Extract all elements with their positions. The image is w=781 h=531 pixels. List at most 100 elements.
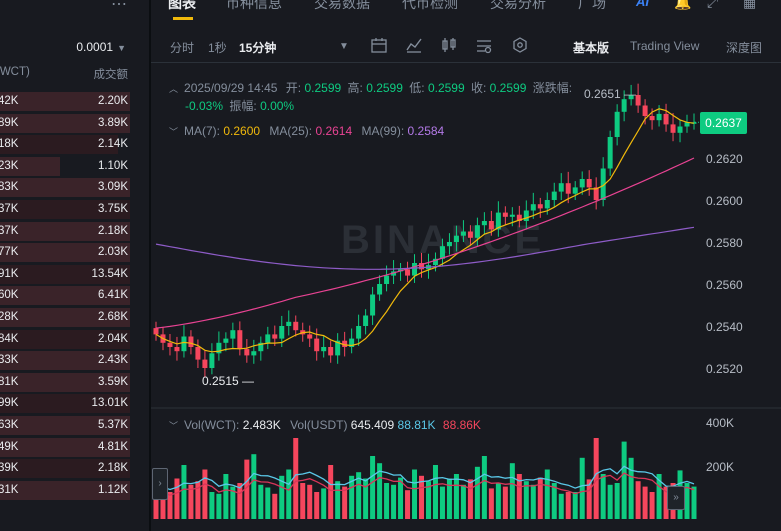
volume-bar bbox=[614, 483, 620, 519]
candle-body bbox=[265, 334, 271, 343]
volume-bar bbox=[377, 463, 383, 519]
bell-icon[interactable]: 🔔 bbox=[674, 0, 692, 10]
candle-body bbox=[181, 336, 187, 352]
candle-body bbox=[467, 231, 473, 238]
scroll-latest-icon[interactable]: » bbox=[667, 486, 685, 510]
volume-bar bbox=[467, 479, 473, 519]
expand-icon[interactable]: ⤢ bbox=[707, 0, 719, 10]
volume-bar bbox=[398, 477, 404, 519]
view-tradingview[interactable]: Trading View bbox=[630, 39, 700, 53]
tab-trading-data[interactable]: 交易数据 bbox=[314, 0, 370, 11]
candle-body bbox=[349, 338, 355, 347]
hexagon-settings-icon[interactable] bbox=[511, 36, 529, 54]
order-book-row[interactable]: 83K 3.09K bbox=[0, 177, 140, 199]
settings-sliders-icon[interactable] bbox=[475, 36, 493, 54]
volume-bar bbox=[405, 490, 411, 519]
grid-icon[interactable]: ▦ bbox=[743, 0, 757, 10]
tab-trade-analysis[interactable]: 交易分析 bbox=[490, 0, 546, 11]
volume-bar bbox=[621, 441, 627, 519]
calendar-icon[interactable] bbox=[370, 36, 388, 54]
order-book-row[interactable]: 63K 5.37K bbox=[0, 415, 140, 437]
view-basic[interactable]: 基本版 bbox=[573, 41, 610, 55]
candlestick-chart[interactable]: BINANCE bbox=[151, 63, 781, 531]
order-book-row[interactable]: 99K 13.01K bbox=[0, 393, 140, 415]
tab-token-check[interactable]: 代币检测 bbox=[402, 0, 458, 11]
volume-bar bbox=[293, 438, 299, 519]
order-book-row[interactable]: 84K 2.04K bbox=[0, 329, 140, 351]
tab-coin-info[interactable]: 币种信息 bbox=[226, 0, 282, 11]
order-book-row[interactable]: 91K 13.54K bbox=[0, 264, 140, 286]
amount-column-header: (WCT) bbox=[0, 66, 30, 78]
depth-bar bbox=[0, 286, 130, 306]
candle-body bbox=[453, 235, 459, 242]
candlestick-type-icon[interactable] bbox=[440, 36, 458, 54]
volume-bar bbox=[272, 493, 278, 519]
volume-bar bbox=[216, 493, 222, 519]
order-book-row[interactable]: 60K 6.41K bbox=[0, 285, 140, 307]
collapse-volume-chevron-icon[interactable]: ﹀ bbox=[169, 421, 179, 431]
ohlc-info-line2: -0.03% 振幅: 0.00% bbox=[185, 97, 294, 114]
order-book-row[interactable]: 81K 3.59K bbox=[0, 372, 140, 394]
order-book-row[interactable]: 77K 2.03K bbox=[0, 242, 140, 264]
scroll-left-button[interactable]: › bbox=[152, 468, 168, 500]
order-book-row[interactable]: 37K 2.18K bbox=[0, 221, 140, 243]
ma99-line bbox=[155, 226, 695, 270]
volume-bar bbox=[488, 488, 494, 519]
ma25-label: MA(25): bbox=[269, 124, 313, 138]
candle-body bbox=[293, 321, 299, 331]
order-book-row[interactable]: 23K 1.10K bbox=[0, 156, 140, 178]
candle-body bbox=[635, 95, 641, 106]
order-total: 2.18K bbox=[97, 462, 128, 475]
ai-button[interactable]: AI bbox=[636, 0, 649, 9]
vol-usdt-value: 645.409 bbox=[350, 418, 395, 432]
high-value: 0.2599 bbox=[366, 81, 403, 95]
volume-bar bbox=[391, 484, 397, 519]
depth-bar bbox=[0, 307, 130, 327]
volume-bar bbox=[453, 474, 459, 519]
collapse-chevron-icon[interactable]: ︿ bbox=[169, 84, 179, 94]
order-book-row[interactable]: 28K 2.68K bbox=[0, 307, 140, 329]
candle-body bbox=[223, 338, 229, 343]
order-amount: 28K bbox=[0, 310, 19, 323]
indicator-icon[interactable] bbox=[405, 36, 423, 54]
volume-bar bbox=[558, 493, 564, 519]
order-book-row[interactable]: 18K 2.14K bbox=[0, 134, 140, 156]
volume-bar bbox=[530, 484, 536, 519]
order-book-row[interactable]: 42K 2.20K bbox=[0, 91, 140, 113]
order-book-row[interactable]: 39K 2.18K bbox=[0, 458, 140, 480]
volume-bar bbox=[328, 465, 334, 519]
volume-bar bbox=[258, 484, 264, 519]
price-axis-label: 0.2540 bbox=[706, 320, 743, 334]
collapse-ma-chevron-icon[interactable]: ﹀ bbox=[169, 127, 179, 137]
volume-bar bbox=[265, 487, 271, 519]
open-value: 0.2599 bbox=[304, 81, 342, 95]
more-icon[interactable]: ⋯ bbox=[111, 0, 128, 13]
tab-square[interactable]: 广场 bbox=[578, 0, 606, 11]
order-book-row[interactable]: 89K 3.89K bbox=[0, 113, 140, 135]
order-amount: 99K bbox=[0, 397, 19, 410]
order-book-row[interactable]: 31K 1.12K bbox=[0, 480, 140, 502]
tab-chart[interactable]: 图表 bbox=[168, 0, 196, 11]
precision-select[interactable]: 0.0001 ▼ bbox=[76, 40, 126, 54]
timeframe-line[interactable]: 分时 bbox=[170, 41, 195, 55]
volume-bar bbox=[460, 484, 466, 519]
depth-bar bbox=[0, 415, 130, 435]
order-book-row[interactable]: 37K 3.75K bbox=[0, 199, 140, 221]
current-price-tag: 0.2637 bbox=[700, 112, 747, 134]
order-amount: 60K bbox=[0, 289, 19, 302]
active-tab-indicator bbox=[173, 17, 193, 20]
more-timeframes-chevron-icon[interactable]: ▼ bbox=[339, 41, 349, 52]
candle-body bbox=[153, 328, 159, 335]
volume-bar bbox=[286, 469, 292, 519]
order-total: 13.01K bbox=[91, 397, 128, 410]
view-depth[interactable]: 深度图 bbox=[726, 41, 763, 55]
candle-body bbox=[649, 116, 655, 121]
timeframe-15m[interactable]: 15分钟 bbox=[239, 41, 277, 55]
order-book-row[interactable]: 49K 4.81K bbox=[0, 437, 140, 459]
volume-bar bbox=[202, 469, 208, 519]
candle-body bbox=[237, 330, 243, 350]
order-book-row[interactable]: 33K 2.43K bbox=[0, 350, 140, 372]
candle-body bbox=[209, 353, 215, 368]
timeframe-1s[interactable]: 1秒 bbox=[208, 41, 227, 55]
volume-bar bbox=[684, 483, 690, 519]
